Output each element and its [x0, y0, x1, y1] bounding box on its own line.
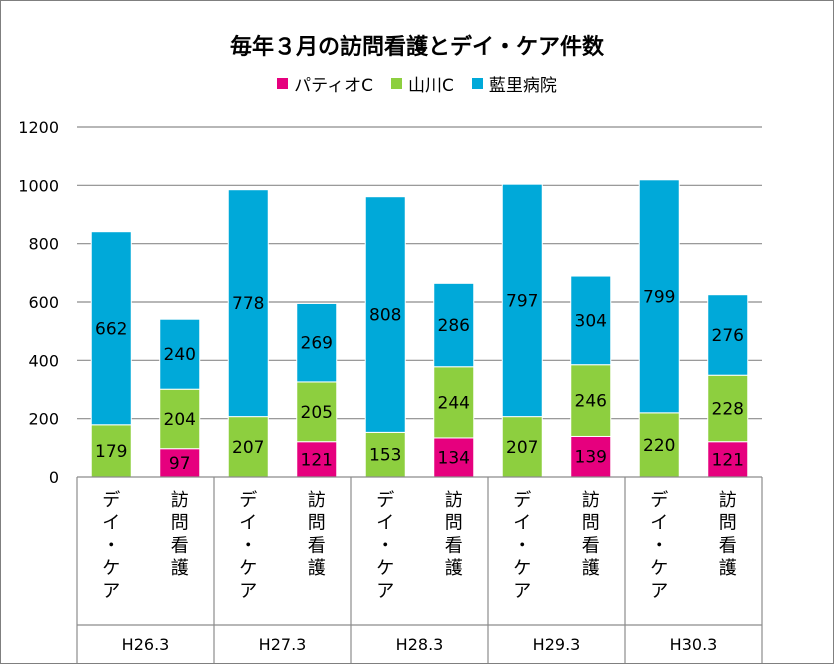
category-label: 訪問看護 [582, 490, 600, 579]
bar-value-label: 240 [164, 345, 196, 365]
bar-value-label: 205 [301, 403, 333, 423]
bar-value-label: 134 [438, 448, 470, 468]
y-tick-label: 1200 [18, 118, 59, 137]
legend-label: 藍里病院 [488, 76, 557, 96]
bar-value-label: 207 [506, 438, 538, 458]
bar-value-label: 276 [712, 326, 744, 346]
group-label: H28.3 [396, 635, 444, 654]
bar-segment [707, 374, 749, 443]
bar-value-label: 304 [575, 311, 607, 331]
bar-segment [364, 431, 406, 478]
category-label: デイ・ケア [376, 490, 394, 602]
bar-segment [90, 424, 132, 478]
bar-value-label: 220 [643, 436, 675, 456]
legend-item: パティオC [277, 71, 373, 96]
bar-segment [364, 196, 406, 433]
bar-value-label: 204 [164, 410, 196, 430]
category-label: 訪問看護 [719, 490, 737, 579]
bar-value-label: 121 [301, 450, 333, 470]
bar-segment [296, 441, 338, 478]
bar-value-label: 244 [438, 393, 470, 413]
legend-swatch [390, 78, 402, 89]
group-label: H27.3 [259, 635, 307, 654]
legend-label: パティオC [294, 76, 373, 96]
bar-segment [433, 282, 475, 368]
bar-segment [227, 189, 269, 418]
bar-segment [570, 435, 612, 478]
bar-value-label: 207 [232, 438, 264, 458]
legend-item: 山川C [390, 71, 454, 96]
bar-segment [501, 183, 543, 418]
legend-swatch [471, 78, 483, 89]
bar-value-label: 662 [95, 319, 127, 339]
y-tick-label: 1000 [18, 176, 59, 195]
legend-label: 山川C [407, 76, 454, 96]
bar-value-label: 179 [95, 442, 127, 462]
category-label: 訪問看護 [171, 490, 189, 579]
bar-segment [638, 179, 680, 414]
bar-segment [296, 302, 338, 383]
group-label: H29.3 [533, 635, 581, 654]
bar-value-label: 121 [712, 450, 744, 470]
legend-swatch [277, 78, 289, 89]
bar-segment [570, 364, 612, 437]
category-label: デイ・ケア [650, 490, 668, 602]
bar-value-label: 153 [369, 446, 401, 466]
group-label: H26.3 [122, 635, 170, 654]
bar-value-label: 797 [506, 291, 538, 311]
bar-value-label: 97 [169, 454, 191, 474]
bar-value-label: 778 [232, 294, 264, 314]
bar-value-label: 246 [575, 392, 607, 412]
y-tick-label: 400 [28, 351, 59, 370]
y-tick-label: 0 [49, 468, 59, 487]
bar-value-label: 228 [712, 399, 744, 419]
bar-segment [570, 275, 612, 366]
bar-segment [159, 388, 201, 450]
category-label: デイ・ケア [102, 490, 120, 602]
group-label: H30.3 [670, 635, 718, 654]
bar-segment [433, 366, 475, 439]
bar-segment [159, 318, 201, 390]
category-label: デイ・ケア [513, 490, 531, 602]
y-tick-label: 600 [28, 293, 59, 312]
bar-segment [159, 448, 201, 478]
bar-value-label: 286 [438, 316, 470, 336]
bar-segment [707, 441, 749, 478]
chart-title: 毎年３月の訪問看護とデイ・ケア件数 [229, 35, 604, 60]
bar-value-label: 139 [575, 448, 607, 468]
bar-value-label: 799 [643, 287, 675, 307]
category-label: デイ・ケア [239, 490, 257, 602]
category-label: 訪問看護 [308, 490, 326, 579]
bar-value-label: 808 [369, 306, 401, 326]
bar-value-label: 269 [301, 334, 333, 354]
bar-segment [707, 294, 749, 376]
y-tick-label: 800 [28, 235, 59, 254]
legend: パティオC 山川C 藍里病院 [1, 71, 833, 96]
legend-item: 藍里病院 [471, 71, 557, 96]
y-tick-label: 200 [28, 410, 59, 429]
bar-segment [90, 231, 132, 426]
category-label: 訪問看護 [445, 490, 463, 579]
bar-segment [296, 381, 338, 443]
bar-segment [638, 412, 680, 478]
